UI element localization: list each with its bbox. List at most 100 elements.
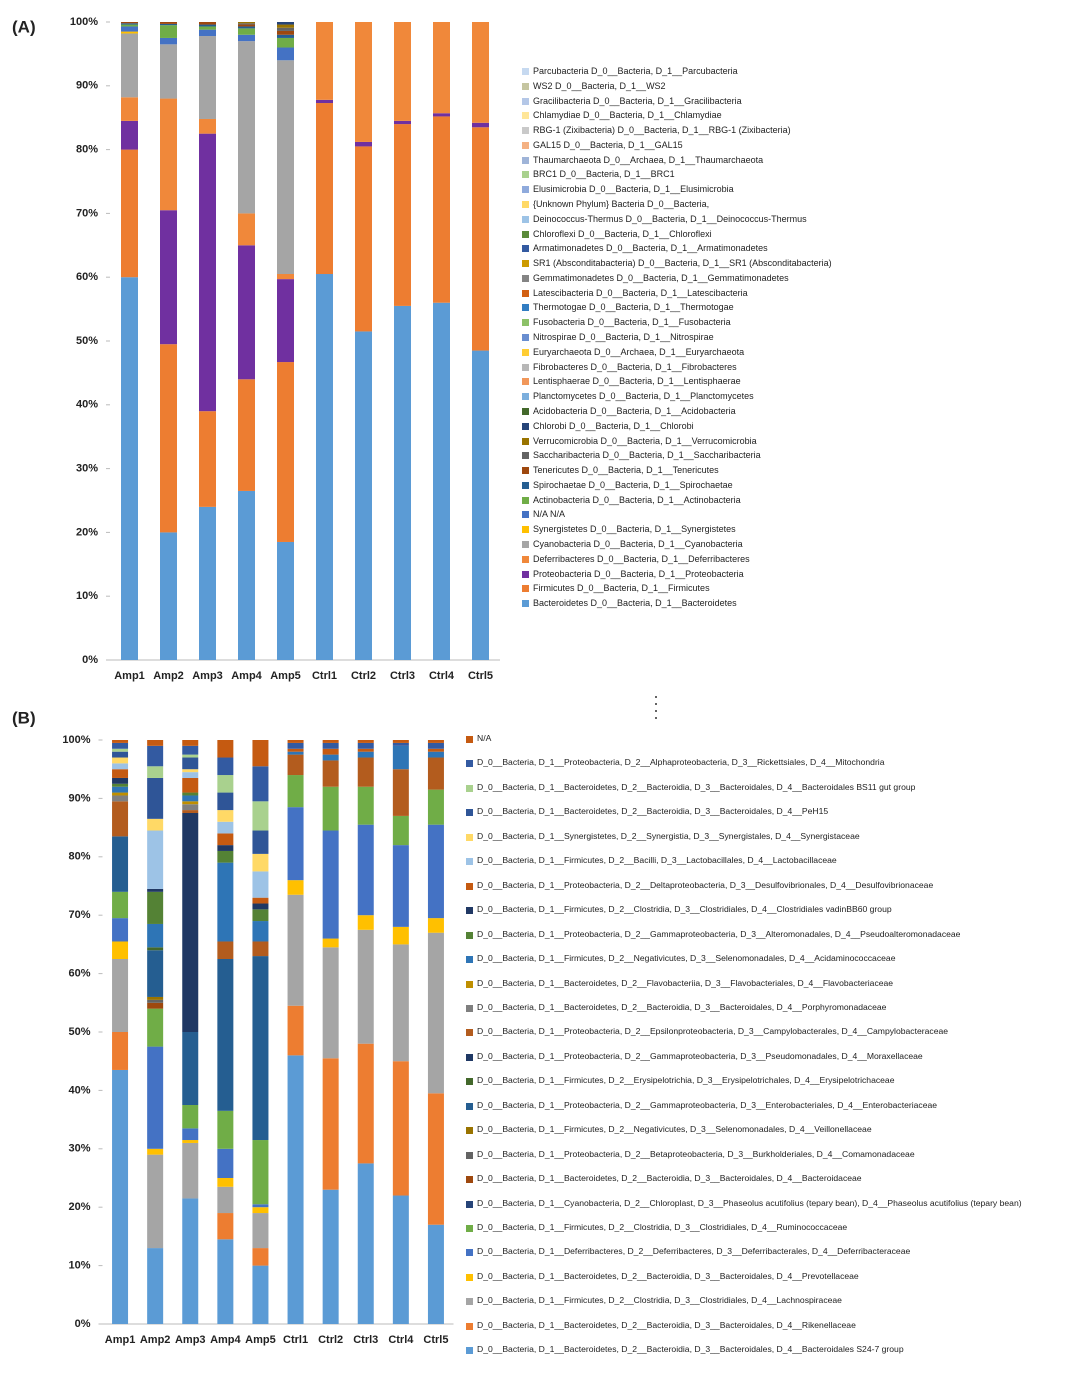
legend-label: D_0__Bacteria, D_1__Firmicutes, D_2__Clo… <box>477 1222 848 1232</box>
bar-segment <box>112 795 129 802</box>
bar-segment <box>160 44 177 99</box>
separator-dot <box>655 710 657 712</box>
bar-segment <box>427 1224 444 1324</box>
legend-label: Gemmatimonadetes D_0__Bacteria, D_1__Gem… <box>533 272 789 283</box>
legend-entry: Elusimicrobia D_0__Bacteria, D_1__Elusim… <box>522 184 1067 194</box>
legend-label: GAL15 D_0__Bacteria, D_1__GAL15 <box>533 139 683 150</box>
legend-swatch <box>466 784 473 792</box>
bar-segment <box>199 411 216 507</box>
legend-swatch <box>522 585 529 593</box>
bar-segment <box>182 804 199 811</box>
legend-swatch <box>466 1127 473 1135</box>
bar-segment <box>316 103 333 275</box>
bar-segment <box>252 1265 269 1324</box>
bar-segment <box>182 810 199 813</box>
y-tick-label: 50% <box>68 1026 90 1038</box>
bar-segment <box>147 777 164 819</box>
legend-swatch <box>522 289 529 297</box>
bar-segment <box>160 22 177 24</box>
legend-label: Armatimonadetes D_0__Bacteria, D_1__Arma… <box>533 243 768 254</box>
bar-segment <box>217 862 234 942</box>
legend-label: {Unknown Phylum} Bacteria D_0__Bacteria, <box>533 199 710 210</box>
legend-label: D_0__Bacteria, D_1__Proteobacteria, D_2_… <box>477 928 961 939</box>
legend-swatch <box>522 526 529 534</box>
legend-entry: D_0__Bacteria, D_1__Firmicutes, D_2__Ery… <box>466 1075 1071 1086</box>
legend-swatch <box>466 1151 473 1159</box>
bar-segment <box>357 757 374 787</box>
legend-swatch <box>522 68 529 75</box>
bar-segment <box>427 824 444 919</box>
legend-entry: Gemmatimonadetes D_0__Bacteria, D_1__Gem… <box>522 273 1067 283</box>
legend-swatch <box>522 600 529 608</box>
legend-entry: Saccharibacteria D_0__Bacteria, D_1__Sac… <box>522 450 1067 460</box>
legend-entry: D_0__Bacteria, D_1__Bacteroidetes, D_2__… <box>466 1320 1071 1331</box>
y-tick-label: 100% <box>70 16 98 28</box>
bar-segment <box>112 1032 129 1070</box>
bar-segment <box>112 740 129 743</box>
y-tick-label: 0% <box>82 654 98 666</box>
bar-segment <box>112 769 129 778</box>
bar-segment <box>357 786 374 825</box>
legend-label: D_0__Bacteria, D_1__Proteobacteria, D_2_… <box>477 879 934 890</box>
legend-label: Deferribacteres D_0__Bacteria, D_1__Defe… <box>533 553 750 564</box>
bar-segment <box>252 941 269 957</box>
legend-entry: Tenericutes D_0__Bacteria, D_1__Tenericu… <box>522 465 1067 475</box>
legend-entry: Thermotogae D_0__Bacteria, D_1__Thermoto… <box>522 302 1067 312</box>
legend-label: Planctomycetes D_0__Bacteria, D_1__Planc… <box>533 391 754 402</box>
bar-segment <box>160 37 177 45</box>
legend-entry: GAL15 D_0__Bacteria, D_1__GAL15 <box>522 140 1067 150</box>
bar-segment <box>392 926 409 945</box>
bar-segment <box>182 813 199 1032</box>
bar-segment <box>252 766 269 802</box>
legend-entry: D_0__Bacteria, D_1__Deferribacteres, D_2… <box>466 1247 1071 1257</box>
y-tick-label: 20% <box>68 1201 90 1213</box>
legend-label: Latescibacteria D_0__Bacteria, D_1__Late… <box>533 287 748 298</box>
bar-segment <box>217 1239 234 1324</box>
bar-segment <box>147 740 164 746</box>
bar-segment <box>217 821 234 834</box>
bar-segment <box>199 118 216 134</box>
legend-entry: D_0__Bacteria, D_1__Bacteroidetes, D_2__… <box>466 978 1071 989</box>
bar-segment <box>427 918 444 933</box>
legend-entry: Bacteroidetes D_0__Bacteria, D_1__Bacter… <box>522 598 1067 608</box>
legend-label: Verrucomicrobia D_0__Bacteria, D_1__Verr… <box>533 435 757 446</box>
legend-entry: D_0__Bacteria, D_1__Proteobacteria, D_2_… <box>466 928 1071 940</box>
bar-segment <box>287 751 304 755</box>
legend-label: D_0__Bacteria, D_1__Firmicutes, D_2__Ery… <box>477 1075 895 1086</box>
legend-entry: D_0__Bacteria, D_1__Synergistetes, D_2__… <box>466 831 1071 842</box>
bar-segment <box>287 1005 304 1056</box>
bar-segment <box>355 22 372 142</box>
bar-segment <box>147 923 164 948</box>
bar-segment <box>112 763 129 770</box>
x-tick-label: Ctrl2 <box>318 1334 343 1346</box>
legend-swatch <box>466 809 473 817</box>
bar-segment <box>287 754 304 776</box>
legend-swatch <box>466 1102 473 1110</box>
x-tick-label: Amp1 <box>105 1334 136 1346</box>
legend-swatch <box>522 156 529 164</box>
legend-label: D_0__Bacteria, D_1__Deferribacteres, D_2… <box>477 1246 911 1257</box>
bar-segment <box>277 27 294 31</box>
bar-segment <box>357 824 374 916</box>
panel-label: (A) <box>12 17 36 36</box>
legend-entry: Cyanobacteria D_0__Bacteria, D_1__Cyanob… <box>522 539 1067 549</box>
bar-segment <box>121 24 138 27</box>
legend-swatch <box>522 215 529 223</box>
bar-segment <box>472 22 489 123</box>
bar-segment <box>394 22 411 121</box>
bar-segment <box>199 133 216 412</box>
legend-swatch <box>522 511 529 519</box>
bar-segment <box>182 777 199 793</box>
bar-segment <box>427 932 444 1094</box>
legend-label: SR1 (Absconditabacteria) D_0__Bacteria, … <box>533 258 832 269</box>
bar-segment <box>287 1055 304 1324</box>
bar-segment <box>199 26 216 30</box>
legend-label: Elusimicrobia D_0__Bacteria, D_1__Elusim… <box>533 184 734 195</box>
x-tick-label: Ctrl1 <box>283 1334 308 1346</box>
legend-swatch <box>522 201 529 209</box>
bar-segment <box>392 1195 409 1324</box>
bar-segment <box>252 1207 269 1214</box>
bar-segment <box>252 921 269 942</box>
bar-segment <box>112 783 129 787</box>
legend-entry: Gracilibacteria D_0__Bacteria, D_1__Grac… <box>522 96 1067 106</box>
